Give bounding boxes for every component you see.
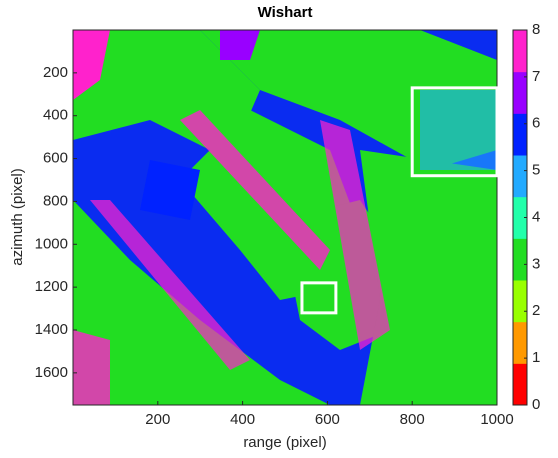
colorbar-band — [513, 363, 527, 405]
x-tick-label: 600 — [315, 411, 340, 428]
colorbar-band — [513, 155, 527, 197]
x-tick-label: 200 — [145, 411, 170, 428]
colorbar-band — [513, 113, 527, 155]
y-tick-label: 800 — [43, 192, 68, 209]
image-map — [73, 30, 497, 405]
colorbar-band — [513, 322, 527, 364]
colorbar-band — [513, 280, 527, 322]
colorbar-band — [513, 30, 527, 72]
colorbar-tick-label: 0 — [532, 396, 540, 413]
colorbar-tick-label: 5 — [532, 162, 540, 179]
colorbar-band — [513, 238, 527, 280]
colorbar-tick-label: 8 — [532, 21, 540, 38]
y-tick-label: 600 — [43, 150, 68, 167]
y-tick-label: 1000 — [35, 235, 68, 252]
y-tick-label: 1400 — [35, 321, 68, 338]
colorbar-tick-label: 3 — [532, 255, 540, 272]
y-tick-label: 400 — [43, 107, 68, 124]
chart-title: Wishart — [258, 4, 313, 21]
y-tick-label: 1200 — [35, 278, 68, 295]
x-axis-label: range (pixel) — [243, 434, 326, 451]
y-tick-label: 1600 — [35, 364, 68, 381]
colorbar-tick-label: 1 — [532, 349, 540, 366]
y-tick-label: 200 — [43, 64, 68, 81]
colorbar-tick-label: 7 — [532, 68, 540, 85]
x-tick-label: 800 — [400, 411, 425, 428]
colorbar-band — [513, 72, 527, 114]
colorbar-tick-label: 4 — [532, 208, 540, 225]
x-tick-label: 1000 — [480, 411, 513, 428]
colorbar-tick-label: 6 — [532, 115, 540, 132]
colorbar-tick-label: 2 — [532, 302, 540, 319]
chart: Wishart range (pixel) azimuth (pixel) 20… — [0, 0, 558, 458]
x-tick-label: 400 — [230, 411, 255, 428]
y-axis-label: azimuth (pixel) — [9, 168, 26, 266]
